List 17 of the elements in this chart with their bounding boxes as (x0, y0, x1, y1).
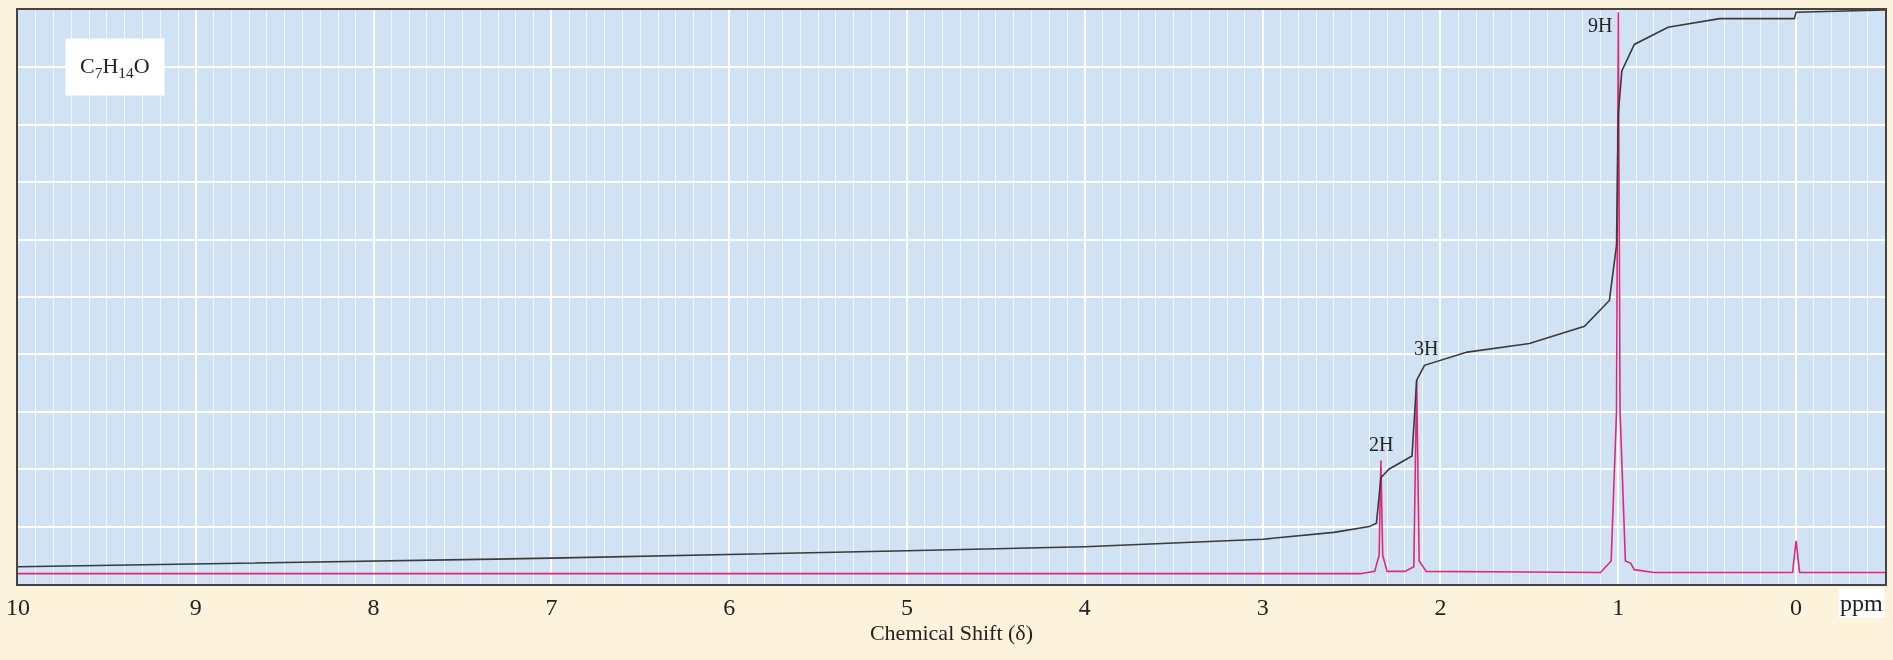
x-tick-label: 2 (1434, 593, 1447, 620)
x-axis-title: Chemical Shift (δ) (869, 620, 1034, 646)
text: ppm (1840, 590, 1883, 616)
annotation: 9H (1588, 14, 1613, 36)
annotation: 3H (1414, 337, 1439, 359)
x-tick-label: 1 (1612, 593, 1625, 620)
x-tick-label: 8 (367, 593, 380, 620)
annotation: C$_{7}$H$_{14}$O (80, 53, 150, 81)
x-tick-label: 0 (1790, 593, 1803, 620)
x-tick-label: 3 (1256, 593, 1269, 620)
x-tick-label: 4 (1078, 593, 1091, 620)
x-tick-label: 7 (545, 593, 558, 620)
annotation: 2H (1369, 433, 1394, 455)
x-tick-label: 5 (901, 593, 914, 620)
x-tick-label: 10 (6, 593, 30, 620)
x-tick-label: 6 (723, 593, 736, 620)
x-tick-label: 9 (189, 593, 202, 620)
